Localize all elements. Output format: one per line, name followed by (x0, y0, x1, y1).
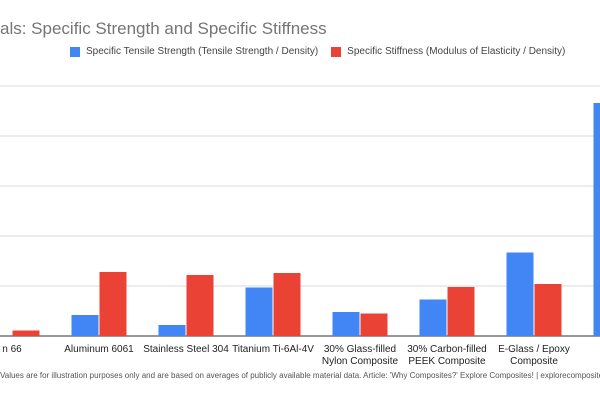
chart-footnote: Values are for illustration purposes onl… (0, 371, 600, 380)
x-tick-label-1: Aluminum 6061 (64, 344, 134, 355)
chart-legend: Specific Tensile Strength (Tensile Stren… (70, 46, 578, 57)
x-tick-label-6: E-Glass / Epoxy Composite (498, 344, 570, 367)
x-tick-label-0: n 66 (2, 344, 22, 355)
bar-stiffness-6 (534, 284, 562, 336)
bar-strength-5 (419, 299, 447, 336)
bar-strength-3 (245, 287, 273, 336)
legend-label-strength: Specific Tensile Strength (Tensile Stren… (86, 46, 319, 57)
bar-strength-1 (71, 315, 99, 336)
legend-label-stiffness: Specific Stiffness (Modulus of Elasticit… (347, 46, 566, 57)
chart-title: als: Specific Strength and Specific Stif… (0, 19, 327, 38)
bar-stiffness-5 (447, 287, 475, 336)
bar-stiffness-4 (360, 313, 388, 336)
bar-strength-7 (593, 103, 600, 336)
bar-stiffness-0 (12, 330, 40, 336)
legend-item-stiffness: Specific Stiffness (Modulus of Elasticit… (331, 46, 565, 57)
x-tick-label-4: 30% Glass-filled Nylon Composite (322, 344, 399, 367)
bar-strength-4 (332, 312, 360, 336)
bar-strength-2 (158, 325, 186, 336)
x-tick-label-5: 30% Carbon-filled PEEK Composite (407, 344, 487, 367)
bar-stiffness-1 (99, 272, 127, 336)
bar-stiffness-2 (186, 275, 214, 336)
legend-item-strength: Specific Tensile Strength (Tensile Stren… (70, 46, 318, 57)
bar-stiffness-3 (273, 273, 301, 336)
x-tick-label-3: Titanium Ti-6Al-4V (232, 344, 314, 355)
bar-strength-6 (506, 252, 534, 336)
legend-swatch-stiffness (331, 46, 342, 57)
legend-swatch-strength (70, 46, 80, 57)
x-tick-label-2: Stainless Steel 304 (143, 344, 229, 355)
